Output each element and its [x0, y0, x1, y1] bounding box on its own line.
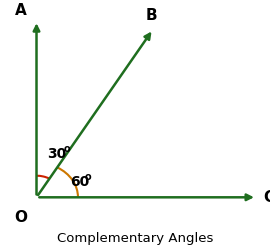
Text: o: o — [64, 144, 70, 154]
Text: Complementary Angles: Complementary Angles — [57, 232, 213, 245]
Text: B: B — [145, 8, 157, 23]
Text: O: O — [15, 210, 28, 225]
Text: 30: 30 — [47, 147, 66, 161]
Text: 60: 60 — [70, 175, 89, 189]
Text: A: A — [15, 3, 27, 18]
Text: C: C — [263, 190, 270, 205]
Text: o: o — [85, 172, 91, 182]
